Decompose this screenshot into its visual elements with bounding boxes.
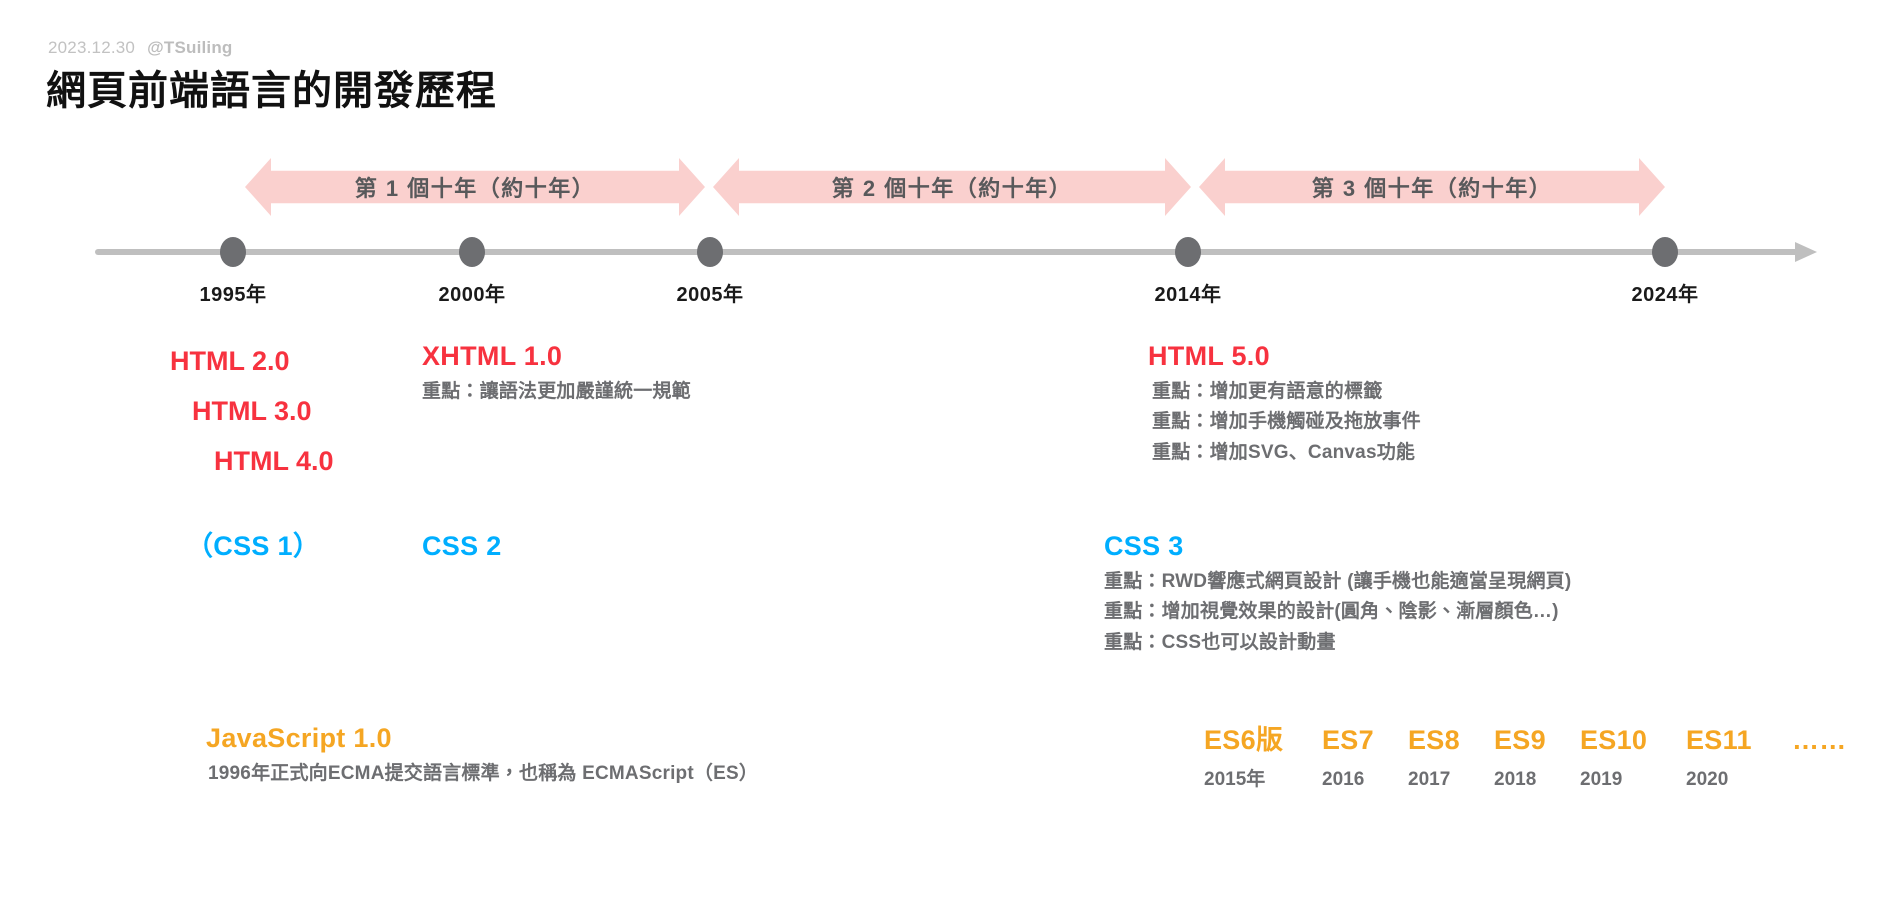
byline-handle: @TSuiling [147,38,233,57]
css3-detail: 重點：增加視覺效果的設計(圓角、陰影、漸層顏色…) [1104,601,1559,623]
html-version-label: HTML 4.0 [214,446,334,477]
css2-block: CSS 2 [422,526,502,567]
ecmascript-year-label: 2018 [1494,769,1537,790]
css1-title: （CSS 1） [186,531,321,561]
html-version-label: HTML 3.0 [192,396,312,427]
ecmascript-version-row: ES6版 ES7 ES8 ES9 ES10 ES11 …… [1204,718,1872,757]
javascript-title: JavaScript 1.0 [206,723,392,753]
timeline-year-label: 2000年 [438,284,506,306]
ecmascript-year-label: 2016 [1322,769,1365,790]
html-early-versions-block: HTML 2.0 HTML 3.0 HTML 4.0 [170,336,334,487]
ecmascript-year-label: 2019 [1580,769,1623,790]
html5-detail: 重點：增加SVG、Canvas功能 [1152,442,1416,464]
decade-arrow-band: 第 1 個十年（約十年） 第 2 個十年（約十年） 第 3 個十年（約十年） [0,158,1900,216]
timeline-year-label: 1995年 [199,284,267,306]
xhtml-block: XHTML 1.0 重點：讓語法更加嚴謹統一規範 [422,336,691,407]
xhtml-detail: 重點：讓語法更加嚴謹統一規範 [422,380,691,402]
timeline-year-label: 2024年 [1631,284,1699,306]
html5-title: HTML 5.0 [1148,341,1270,371]
timeline-axis-line [95,249,1805,255]
ecmascript-version-label: ES7 [1322,725,1374,755]
css2-title: CSS 2 [422,531,502,561]
css3-detail: 重點：RWD響應式網頁設計 (讓手機也能適當呈現網頁) [1104,570,1572,592]
timeline-node-2000年[interactable] [459,237,485,267]
ecmascript-version-label: ES11 [1686,725,1752,755]
css1-block: （CSS 1） [186,526,320,567]
decade-arrow-label: 第 1 個十年（約十年） [354,176,596,201]
decade-arrow-1: 第 1 個十年（約十年） [245,158,705,216]
css3-title: CSS 3 [1104,531,1184,561]
ecmascript-version-label: ES10 [1580,725,1648,755]
page-title: 網頁前端語言的開發歷程 [46,69,497,113]
javascript-detail: 1996年正式向ECMA提交語言標準，也稱為 ECMAScript（ES） [208,762,759,784]
javascript-block: JavaScript 1.0 1996年正式向ECMA提交語言標準，也稱為 EC… [206,718,758,789]
html5-detail: 重點：增加手機觸碰及拖放事件 [1152,411,1421,433]
timeline-year-label: 2005年 [676,284,744,306]
timeline-node-2024年[interactable] [1652,237,1678,267]
timeline-node-2005年[interactable] [697,237,723,267]
xhtml-title: XHTML 1.0 [422,341,563,371]
timeline-arrowhead-icon [1795,242,1817,262]
decade-arrow-3: 第 3 個十年（約十年） [1199,158,1665,216]
html5-detail: 重點：增加更有語意的標籤 [1152,380,1383,402]
html5-block: HTML 5.0 重點：增加更有語意的標籤 重點：增加手機觸碰及拖放事件 重點：… [1148,336,1421,469]
byline: 2023.12.30 @TSuiling [48,38,233,58]
ecmascript-year-label: 2020 [1686,769,1729,790]
timeline-year-label: 2014年 [1154,284,1222,306]
ecmascript-year-label: 2017 [1408,769,1451,790]
ecmascript-version-label: …… [1792,725,1847,755]
decade-arrow-label: 第 3 個十年（約十年） [1311,176,1553,201]
css3-detail: 重點：CSS也可以設計動畫 [1104,632,1336,654]
ecmascript-block: ES6版 ES7 ES8 ES9 ES10 ES11…… 2015年 2016 2017 201… [1204,718,1872,791]
decade-arrow-label: 第 2 個十年（約十年） [831,176,1073,201]
ecmascript-year-label: 2015年 [1204,769,1266,790]
ecmascript-version-label: ES6版 [1204,725,1284,755]
byline-date: 2023.12.30 [48,38,136,57]
ecmascript-version-label: ES8 [1408,725,1460,755]
timeline-node-1995年[interactable] [220,237,246,267]
ecmascript-version-label: ES9 [1494,725,1546,755]
css3-block: CSS 3 重點：RWD響應式網頁設計 (讓手機也能適當呈現網頁) 重點：增加視… [1104,526,1571,659]
ecmascript-year-row: 2015年 2016 2017 2018 2019 2020 [1204,764,1872,791]
html-version-label: HTML 2.0 [170,346,290,376]
timeline-node-2014年[interactable] [1175,237,1201,267]
decade-arrow-2: 第 2 個十年（約十年） [713,158,1191,216]
